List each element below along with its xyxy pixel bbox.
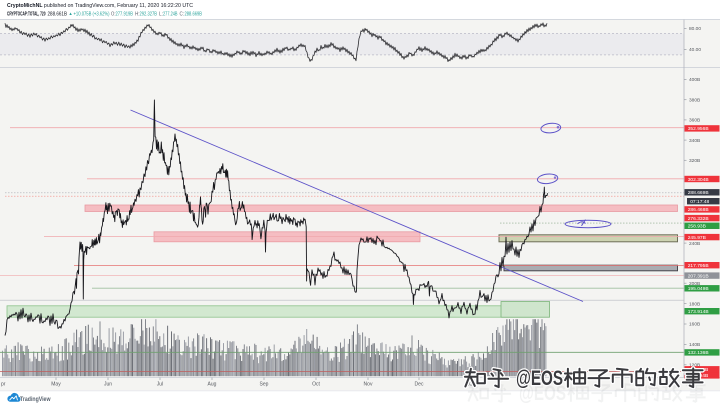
svg-text:207.391B: 207.391B: [688, 273, 709, 279]
svg-text:173.914B: 173.914B: [688, 309, 709, 315]
svg-text:@EOS: @EOS: [516, 367, 563, 390]
svg-text:277.919B: 277.919B: [116, 11, 134, 17]
svg-text:320B: 320B: [689, 158, 700, 164]
svg-text:Feb: Feb: [518, 382, 527, 388]
svg-text:277.24B: 277.24B: [163, 11, 178, 17]
svg-text:2020: 2020: [464, 382, 475, 388]
svg-text:180B: 180B: [689, 301, 700, 307]
svg-text:O:: O:: [111, 11, 116, 17]
svg-text:C:: C:: [180, 11, 185, 17]
svg-text:CryptoMichNL published on Trad: CryptoMichNL published on TradingView.co…: [7, 3, 193, 9]
svg-text:400B: 400B: [689, 77, 700, 83]
svg-text:140B: 140B: [689, 342, 700, 348]
svg-text:380B: 380B: [689, 97, 700, 103]
svg-text:288.661B: 288.661B: [48, 11, 68, 17]
svg-text:245.97B: 245.97B: [688, 235, 706, 241]
svg-text:pr: pr: [1, 382, 6, 388]
svg-text:H:: H:: [135, 11, 140, 17]
svg-text:80.00: 80.00: [689, 26, 701, 32]
svg-text:Dec: Dec: [415, 382, 424, 388]
svg-text:Sep: Sep: [260, 382, 269, 388]
svg-text:May: May: [51, 382, 61, 388]
svg-text:Aug: Aug: [208, 382, 217, 388]
svg-text:217.795B: 217.795B: [688, 263, 709, 269]
svg-text:292.327B: 292.327B: [140, 11, 158, 17]
svg-text:276.332B: 276.332B: [688, 216, 709, 222]
svg-text:Jun: Jun: [104, 382, 112, 388]
svg-text:302.304B: 302.304B: [688, 177, 709, 183]
svg-text:240B: 240B: [689, 241, 700, 247]
svg-text:@EOS: @EOS: [519, 382, 566, 405]
svg-text:40.00: 40.00: [689, 47, 701, 53]
svg-text:Oct: Oct: [312, 382, 320, 388]
svg-text:160B: 160B: [689, 322, 700, 328]
svg-text:120B: 120B: [689, 363, 700, 369]
svg-text:288.669B: 288.669B: [185, 11, 203, 17]
svg-text:L:: L:: [159, 11, 163, 17]
svg-text:Nov: Nov: [364, 382, 373, 388]
svg-text:07:17:48: 07:17:48: [690, 199, 709, 205]
svg-text:CRYPTOCAP:TOTAL, 720: CRYPTOCAP:TOTAL, 720: [7, 11, 46, 17]
svg-text:352.956B: 352.956B: [688, 126, 709, 132]
svg-text:▲: ▲: [69, 11, 73, 16]
svg-text:132.136B: 132.136B: [688, 350, 709, 356]
svg-text:Jul: Jul: [157, 382, 163, 388]
svg-text:+10.075B (+3.62%): +10.075B (+3.62%): [74, 11, 110, 17]
svg-text:286.468B: 286.468B: [688, 207, 709, 213]
svg-text:360B: 360B: [689, 118, 700, 124]
svg-text:288.669B: 288.669B: [688, 190, 709, 196]
svg-text:340B: 340B: [689, 138, 700, 144]
svg-text:195.049B: 195.049B: [688, 286, 709, 292]
svg-text:258.93B: 258.93B: [688, 224, 706, 230]
svg-text:TradingView: TradingView: [20, 396, 51, 403]
svg-text:200B: 200B: [689, 281, 700, 287]
